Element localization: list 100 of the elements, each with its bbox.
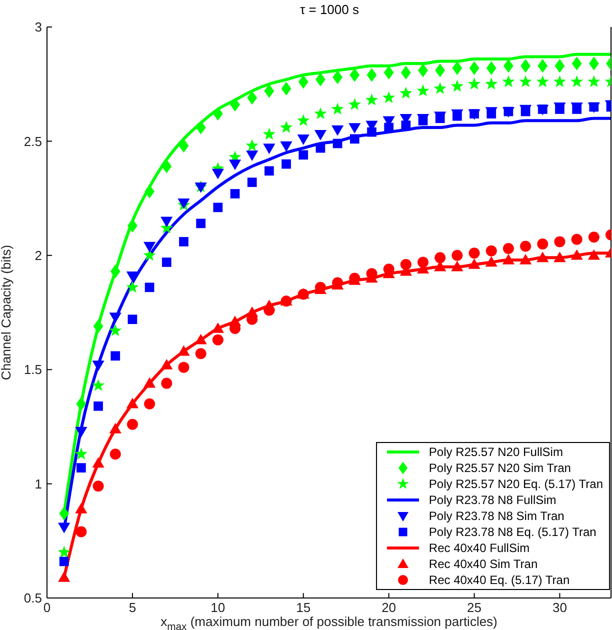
x-tick-label: 20: [382, 600, 396, 616]
legend-label: Poly R25.57 N20 FullSim: [428, 445, 563, 459]
point: [144, 282, 154, 292]
y-tick-label: 2.5: [24, 134, 42, 149]
point: [179, 237, 188, 246]
point: [418, 64, 428, 78]
point: [588, 232, 600, 243]
point: [109, 324, 122, 336]
point: [93, 319, 104, 334]
point: [400, 86, 412, 99]
point: [468, 258, 480, 269]
point: [367, 127, 376, 137]
point: [76, 526, 87, 538]
point: [92, 360, 104, 372]
point: [451, 260, 464, 272]
point: [350, 68, 360, 82]
point: [382, 91, 396, 104]
point: [452, 250, 463, 261]
point: [59, 556, 69, 566]
point: [162, 258, 172, 267]
point: [230, 189, 240, 198]
point: [162, 159, 172, 174]
point: [92, 378, 105, 391]
point: [160, 216, 173, 228]
point: [195, 348, 206, 360]
chart-title: τ = 1000 s: [299, 2, 360, 17]
point: [58, 546, 70, 558]
point: [58, 522, 70, 534]
x-tick-label: 25: [467, 600, 482, 616]
legend-label: Rec 40x40 Eq. (5.17) Tran: [428, 573, 570, 587]
point: [331, 125, 344, 136]
point: [450, 80, 464, 92]
point: [434, 252, 446, 264]
point: [314, 130, 327, 140]
point: [160, 358, 173, 370]
point: [246, 139, 258, 152]
point: [452, 61, 462, 75]
point: [58, 571, 70, 582]
point: [588, 56, 599, 70]
point: [263, 144, 276, 154]
point: [520, 240, 532, 252]
point: [554, 252, 566, 262]
point: [110, 448, 121, 460]
point: [485, 78, 498, 90]
point: [316, 72, 326, 86]
point: [264, 166, 274, 176]
point: [316, 143, 326, 153]
point: [143, 377, 156, 388]
point: [486, 61, 496, 75]
point: [75, 426, 88, 438]
point: [212, 106, 223, 121]
point: [572, 56, 582, 70]
point: [126, 418, 138, 430]
point: [298, 150, 308, 160]
point: [126, 272, 139, 282]
point: [366, 68, 377, 82]
point: [485, 256, 498, 267]
point: [144, 398, 156, 410]
point: [519, 254, 532, 264]
y-tick-label: 1.5: [24, 362, 42, 378]
point: [178, 138, 189, 153]
point: [314, 107, 327, 120]
point: [571, 234, 582, 245]
point: [536, 75, 549, 88]
point: [502, 243, 514, 254]
point: [418, 256, 428, 268]
point: [228, 160, 242, 170]
point: [76, 463, 86, 472]
point: [282, 159, 291, 169]
x-tick-label: 15: [296, 600, 311, 616]
legend-label: Poly R23.78 N8 Sim Tran: [428, 509, 564, 523]
point: [468, 248, 480, 259]
point: [401, 120, 411, 130]
legend-label: Rec 40x40 FullSim: [428, 541, 530, 555]
point: [537, 238, 548, 250]
point: [178, 345, 190, 356]
legend-label: Poly R25.57 N20 Sim Tran: [428, 461, 571, 475]
point: [384, 66, 394, 80]
point: [588, 249, 600, 260]
point: [262, 128, 276, 140]
point: [247, 178, 257, 187]
point: [486, 245, 497, 256]
point: [536, 252, 549, 262]
point: [502, 254, 515, 264]
y-tick-label: 2: [34, 248, 42, 264]
y-tick-label: 1: [34, 476, 42, 492]
point: [588, 75, 600, 88]
point: [94, 401, 103, 411]
point: [553, 75, 566, 88]
point: [161, 378, 172, 389]
point: [502, 75, 515, 88]
point: [76, 396, 86, 411]
point: [247, 90, 258, 105]
point: [212, 322, 224, 333]
point: [519, 75, 532, 88]
point: [468, 78, 481, 90]
point: [281, 82, 292, 96]
point: [331, 102, 344, 115]
point: [297, 114, 310, 126]
point: [264, 304, 275, 316]
